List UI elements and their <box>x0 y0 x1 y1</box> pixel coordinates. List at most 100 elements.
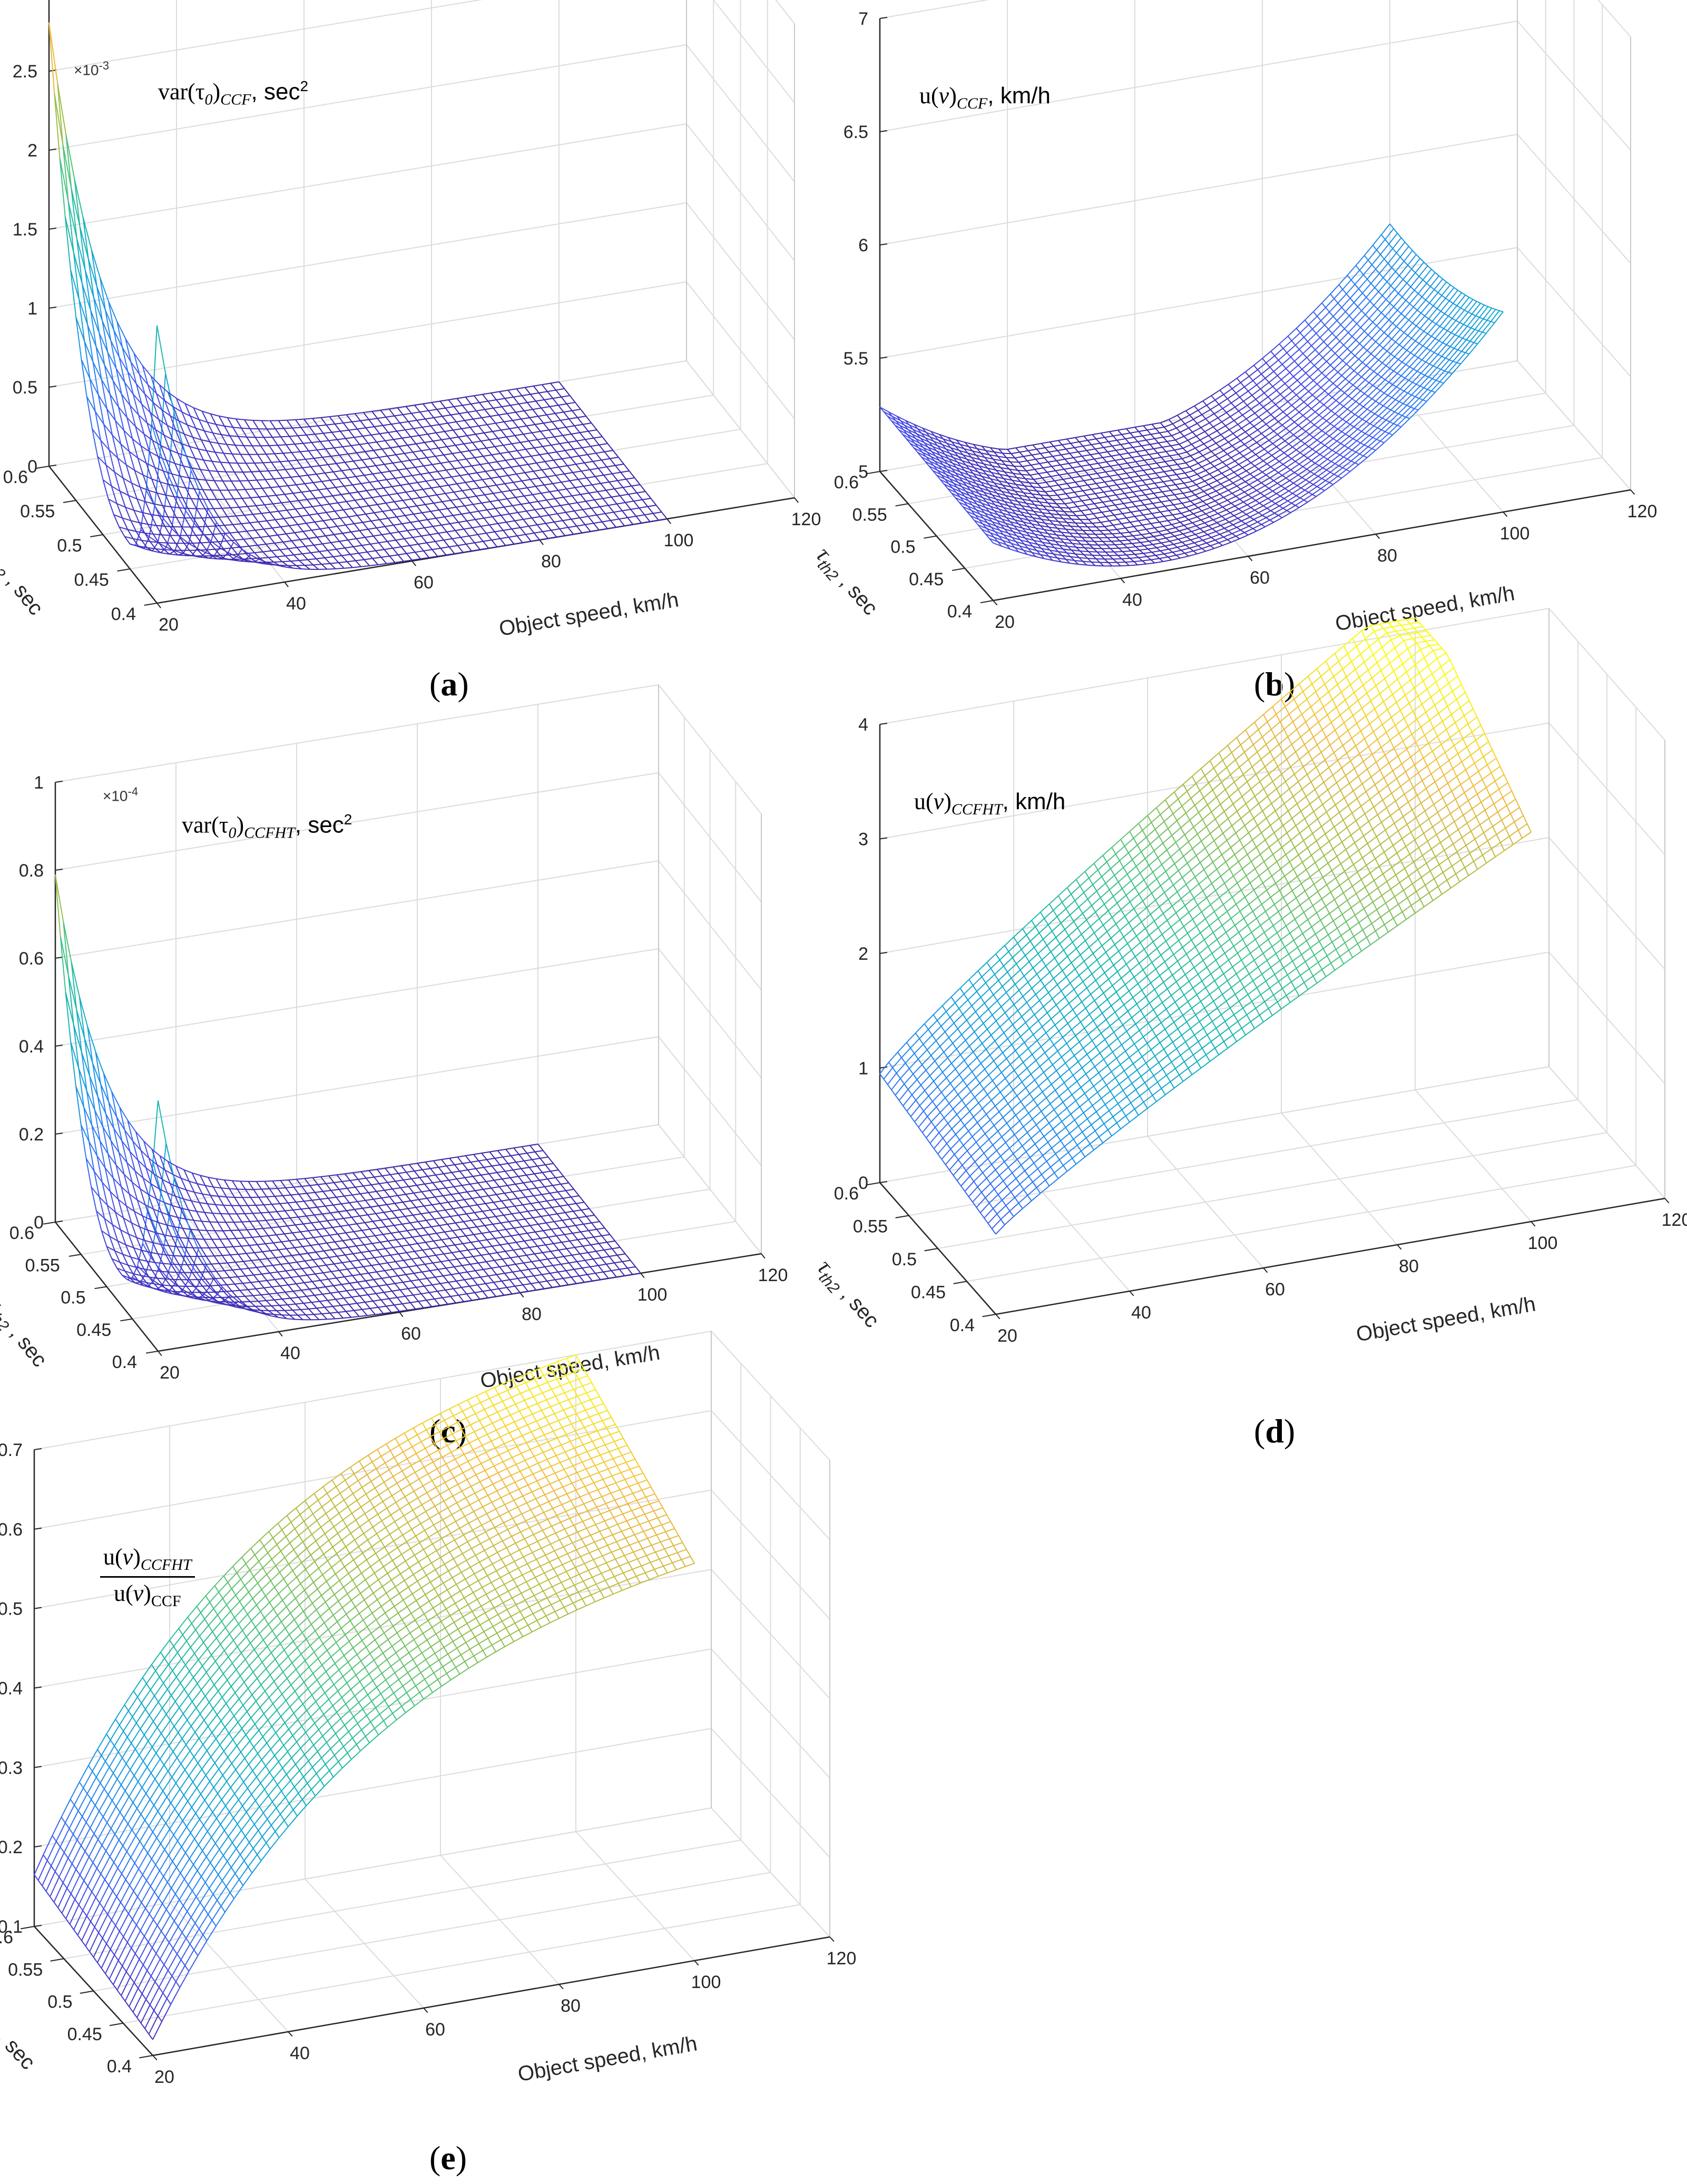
mesh-line <box>591 506 600 509</box>
mesh-line <box>1277 483 1282 487</box>
mesh-line <box>179 507 185 518</box>
mesh-line <box>269 420 276 429</box>
mesh-line <box>1455 320 1460 323</box>
mesh-line <box>1350 279 1356 285</box>
mesh-line <box>1041 548 1050 551</box>
mesh-line <box>1230 512 1234 516</box>
mesh-line <box>496 483 505 486</box>
mesh-line <box>1313 478 1322 485</box>
mesh-line <box>239 560 249 563</box>
mesh-line <box>200 469 209 471</box>
mesh-line <box>195 535 202 544</box>
mesh-line <box>547 389 556 392</box>
mesh-line <box>418 542 427 545</box>
mesh-line <box>466 542 475 545</box>
mesh-line <box>596 515 603 523</box>
mesh-line <box>347 539 354 547</box>
mesh-line <box>1055 510 1060 515</box>
mesh-line <box>1350 352 1356 357</box>
mesh-line <box>582 446 591 448</box>
mesh-line <box>362 498 369 506</box>
mesh-line <box>1267 410 1271 415</box>
mesh-line <box>1190 537 1200 540</box>
mesh-line <box>1253 519 1258 523</box>
mesh-line <box>174 463 181 477</box>
mesh-line <box>1086 450 1091 455</box>
mesh-line <box>140 445 150 452</box>
mesh-line <box>228 542 234 553</box>
mesh-line <box>419 410 429 413</box>
mesh-line <box>1058 551 1067 554</box>
mesh-line <box>1456 305 1461 309</box>
mesh-line <box>1370 353 1375 358</box>
mesh-line <box>622 509 631 511</box>
mesh-line <box>384 464 390 472</box>
mesh-line <box>411 475 418 483</box>
mesh-line <box>570 457 576 465</box>
mesh-line <box>149 451 155 468</box>
mesh-line <box>1345 378 1350 382</box>
mesh-line <box>453 515 459 523</box>
mesh-line <box>87 324 94 362</box>
mesh-line <box>295 508 301 517</box>
mesh-line <box>573 447 583 450</box>
mesh-line <box>210 414 217 425</box>
mesh-line <box>1111 540 1120 542</box>
mesh-line <box>1141 445 1146 451</box>
mesh-line <box>1003 478 1008 484</box>
mesh-line <box>580 494 586 502</box>
mesh-line <box>525 534 532 542</box>
mesh-line <box>1188 427 1193 432</box>
mesh-line <box>476 472 483 480</box>
mesh-line <box>414 405 420 412</box>
mesh-line <box>1176 547 1182 551</box>
mesh-line <box>395 454 402 463</box>
mesh-line <box>1027 489 1033 495</box>
mesh-line <box>614 487 623 489</box>
mesh-line <box>232 427 242 429</box>
mesh-line <box>572 494 581 497</box>
mesh-line <box>1087 440 1092 445</box>
mesh-line <box>360 505 369 508</box>
mesh-line <box>463 465 472 468</box>
mesh-line <box>556 535 565 538</box>
mesh-line <box>1135 506 1140 511</box>
mesh-line <box>1161 540 1170 544</box>
mesh-line <box>438 447 445 456</box>
mesh-line <box>1183 530 1192 535</box>
mesh-line <box>584 439 591 447</box>
mesh-line <box>1159 556 1168 559</box>
mesh-line <box>59 158 69 202</box>
mesh-line <box>357 428 364 437</box>
mesh-line <box>1336 434 1346 442</box>
mesh-line <box>328 439 338 441</box>
mesh-line <box>565 448 574 451</box>
mesh-line <box>1192 522 1197 526</box>
mesh-line <box>390 531 399 534</box>
mesh-line <box>1469 330 1479 342</box>
mesh-line <box>1222 503 1232 508</box>
mesh-line <box>1349 436 1353 439</box>
mesh-line <box>143 548 153 552</box>
mesh-line <box>174 496 183 499</box>
mesh-line <box>1280 490 1289 497</box>
mesh-line <box>535 484 545 487</box>
mesh-line <box>1171 480 1176 485</box>
mesh-line <box>611 497 617 505</box>
mesh-line <box>1292 390 1297 396</box>
mesh-line <box>1431 269 1436 273</box>
mesh-line <box>221 434 230 437</box>
mesh-line <box>368 419 375 427</box>
mesh-line <box>195 427 205 431</box>
mesh-line <box>301 491 308 500</box>
mesh-line <box>144 532 153 535</box>
mesh-line <box>1372 244 1377 251</box>
mesh-line <box>1384 392 1388 396</box>
mesh-line <box>455 507 462 515</box>
mesh-line <box>1322 357 1327 362</box>
mesh-line <box>1124 493 1129 498</box>
mesh-line <box>999 474 1004 479</box>
mesh-line <box>120 444 130 452</box>
mesh-line <box>1117 519 1122 524</box>
mesh-line <box>1066 438 1071 444</box>
